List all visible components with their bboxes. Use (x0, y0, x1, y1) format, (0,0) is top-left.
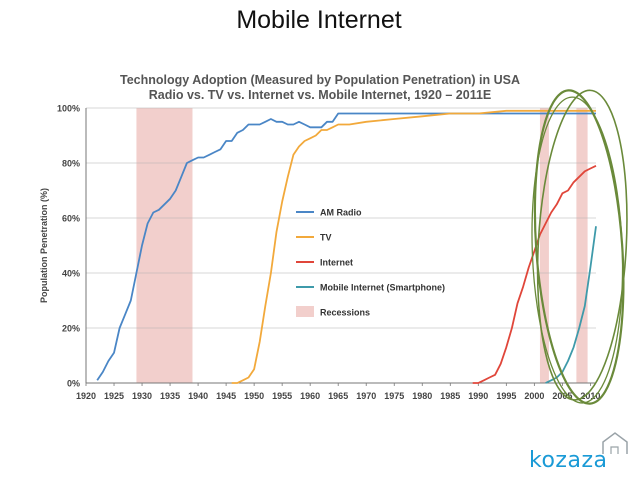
y-tick-label: 80% (62, 159, 80, 169)
legend-label: TV (320, 233, 332, 243)
kozaza-logo: kozaza (529, 448, 608, 473)
series-line-4 (545, 226, 597, 384)
x-tick-label: 1960 (300, 391, 320, 401)
chart-title-line-2: Radio vs. TV vs. Internet vs. Mobile Int… (148, 88, 492, 102)
legend-swatch (296, 306, 314, 317)
y-tick-label: 0% (67, 379, 80, 389)
y-tick-label: 100% (57, 104, 80, 114)
x-tick-label: 1925 (104, 391, 124, 401)
legend-label: Mobile Internet (Smartphone) (320, 283, 445, 293)
legend-label: AM Radio (320, 208, 362, 218)
highlight-ellipse (531, 89, 628, 405)
x-tick-label: 1970 (356, 391, 376, 401)
x-tick-label: 1985 (440, 391, 460, 401)
x-tick-label: 1935 (160, 391, 180, 401)
x-tick-label: 1950 (244, 391, 264, 401)
slide-title: Mobile Internet (236, 6, 402, 34)
legend-label: Recessions (320, 308, 370, 318)
x-tick-label: 2005 (552, 391, 572, 401)
kozaza-house-icon (602, 432, 628, 454)
recession-band-3 (576, 108, 588, 383)
x-tick-label: 1965 (328, 391, 348, 401)
series-line-1 (96, 112, 596, 381)
x-tick-label: 1955 (272, 391, 292, 401)
recession-band-1 (136, 108, 193, 383)
x-tick-label: 1920 (76, 391, 96, 401)
x-tick-label: 2010 (580, 391, 600, 401)
x-tick-label: 1995 (496, 391, 516, 401)
legend-label: Internet (320, 258, 353, 268)
x-tick-label: 1990 (468, 391, 488, 401)
x-tick-label: 1945 (216, 391, 236, 401)
series-line-2 (231, 109, 596, 384)
x-tick-label: 1930 (132, 391, 152, 401)
y-axis-label: Population Penetration (%) (39, 188, 49, 303)
chart-title: Technology Adoption (Measured by Populat… (40, 73, 600, 103)
recession-band-2 (539, 108, 549, 383)
y-tick-label: 60% (62, 214, 80, 224)
y-tick-label: 20% (62, 324, 80, 334)
x-tick-label: 1980 (412, 391, 432, 401)
chart-title-line-1: Technology Adoption (Measured by Populat… (119, 73, 520, 87)
series-line-3 (472, 164, 597, 384)
x-tick-label: 1975 (384, 391, 404, 401)
x-tick-label: 1940 (188, 391, 208, 401)
y-tick-label: 40% (62, 269, 80, 279)
highlight-stroke (531, 96, 624, 404)
x-tick-label: 2000 (524, 391, 544, 401)
